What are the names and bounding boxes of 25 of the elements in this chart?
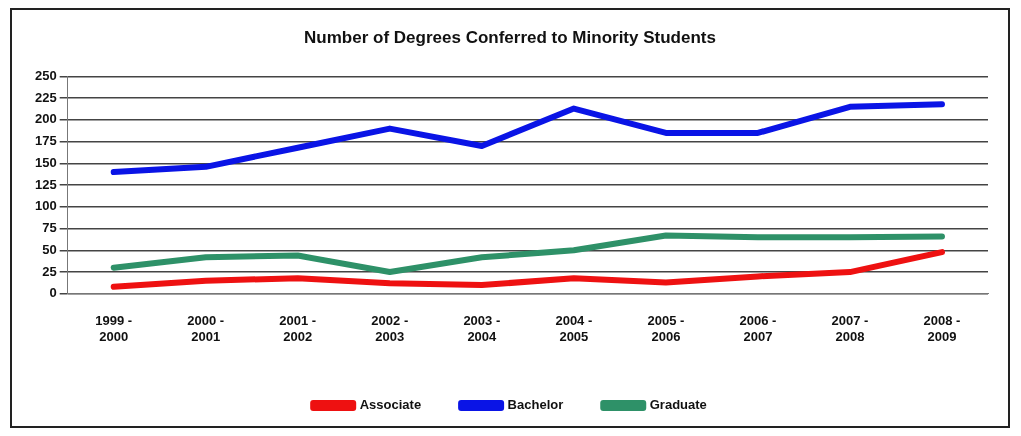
y-tick-label: 125 [34, 176, 57, 192]
x-tick-label: 2000 - 2001 [187, 313, 225, 344]
y-tick-label: 100 [34, 198, 57, 214]
x-tick-label: 2005 - 2006 [647, 313, 685, 344]
legend-label: Bachelor [507, 397, 564, 413]
y-tick-label: 25 [42, 263, 57, 279]
x-tick-label: 2004 - 2005 [555, 313, 593, 344]
y-tick-label: 75 [42, 220, 57, 236]
x-tick-label: 2001 - 2002 [279, 313, 317, 344]
chart-title: Number of Degrees Conferred to Minority Students [304, 27, 716, 47]
y-tick-label: 225 [34, 89, 57, 105]
x-tick-label: 2008 - 2009 [923, 313, 961, 344]
y-tick-label: 50 [42, 241, 57, 257]
y-tick-label: 150 [34, 154, 57, 170]
x-tick-label: 1999 - 2000 [95, 313, 133, 344]
legend-label: Graduate [649, 397, 707, 413]
x-tick-label: 2003 - 2004 [463, 313, 501, 344]
y-tick-label: 200 [34, 111, 57, 127]
y-tick-label: 0 [49, 285, 57, 301]
x-tick-label: 2006 - 2007 [739, 313, 777, 344]
y-tick-label: 175 [34, 133, 57, 149]
y-tick-label: 250 [34, 67, 57, 83]
x-tick-label: 2002 - 2003 [371, 313, 409, 344]
x-tick-label: 2007 - 2008 [831, 313, 869, 344]
legend-label: Associate [359, 397, 422, 413]
